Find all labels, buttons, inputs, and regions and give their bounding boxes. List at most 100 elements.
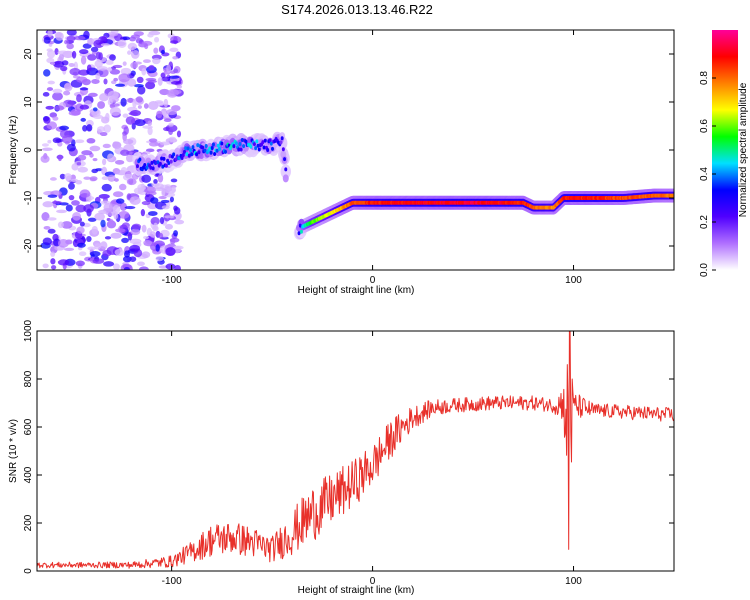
trace-segment xyxy=(262,145,266,150)
noise-blob xyxy=(127,78,137,87)
trace-segment xyxy=(238,141,242,146)
noise-blob xyxy=(153,178,158,184)
noise-blob xyxy=(147,104,156,109)
noise-blob xyxy=(69,68,81,76)
noise-blob xyxy=(143,239,153,246)
noise-blob xyxy=(148,138,158,143)
trace-segment xyxy=(161,164,165,169)
trace-segment xyxy=(190,152,194,157)
noise-blob xyxy=(40,155,50,163)
noise-blob xyxy=(109,103,120,107)
noise-blob xyxy=(125,116,136,125)
noise-blob xyxy=(127,42,137,51)
noise-blob xyxy=(101,158,107,166)
noise-blob xyxy=(161,205,170,210)
noise-blob xyxy=(101,183,112,192)
noise-blob xyxy=(94,60,103,68)
noise-blob xyxy=(61,134,73,144)
noise-blob xyxy=(160,49,166,55)
noise-blob xyxy=(75,204,86,213)
noise-blob xyxy=(123,267,130,270)
noise-blob xyxy=(144,186,157,194)
trace-segment xyxy=(150,160,154,165)
noise-blob xyxy=(68,182,75,190)
noise-blob xyxy=(153,47,159,54)
colorbar-tick-label: 0.6 xyxy=(699,119,710,133)
noise-blob xyxy=(95,72,101,81)
colorbar-tick-label: 0.4 xyxy=(699,167,710,181)
noise-blob xyxy=(50,265,57,270)
noise-blob xyxy=(72,212,82,221)
noise-blob xyxy=(103,78,108,85)
noise-blob xyxy=(159,88,170,96)
noise-blob xyxy=(120,166,128,173)
noise-blob xyxy=(168,75,180,79)
spectrogram-x-tick-label: 0 xyxy=(370,275,376,286)
trace-segment xyxy=(284,167,288,172)
noise-blob xyxy=(66,30,77,36)
noise-blob xyxy=(169,196,174,203)
noise-blob xyxy=(137,183,147,191)
noise-blob xyxy=(110,66,116,70)
noise-blob xyxy=(71,178,79,183)
noise-blob xyxy=(43,116,51,124)
noise-blob xyxy=(101,176,109,181)
noise-blob xyxy=(118,210,130,219)
noise-blob xyxy=(140,209,146,217)
noise-blob xyxy=(120,149,130,156)
noise-blob xyxy=(103,124,112,133)
noise-blob xyxy=(78,251,87,257)
noise-blob xyxy=(170,178,178,183)
noise-blob xyxy=(173,230,178,237)
noise-blob xyxy=(54,48,59,55)
noise-blob xyxy=(68,110,81,116)
noise-blob xyxy=(170,80,182,85)
noise-blob xyxy=(123,126,129,135)
noise-blob xyxy=(99,93,109,102)
noise-blob xyxy=(47,139,52,144)
spectrogram-x-tick-label: 100 xyxy=(565,275,582,286)
noise-blob xyxy=(143,59,151,64)
noise-blob xyxy=(88,92,98,98)
noise-blob xyxy=(109,106,121,116)
spectrogram-y-tick-label: 0 xyxy=(23,147,34,153)
noise-blob xyxy=(169,47,179,53)
noise-blob xyxy=(169,70,177,74)
snr-series-line xyxy=(37,331,674,569)
noise-blob xyxy=(107,153,114,162)
trace-segment xyxy=(191,145,195,150)
trace-segment xyxy=(234,141,238,146)
spectrogram-x-axis-label: Height of straight line (km) xyxy=(298,285,415,296)
noise-blob xyxy=(64,173,72,181)
trace-segment xyxy=(215,148,219,153)
colorbar-ticks: 0.0 0.2 0.4 0.6 0.8 xyxy=(699,71,716,277)
noise-blob xyxy=(61,60,69,66)
trace-segment xyxy=(164,163,168,168)
noise-blob xyxy=(55,138,64,143)
trace-segment xyxy=(252,142,256,147)
noise-blob xyxy=(52,88,63,94)
noise-blob xyxy=(79,87,89,91)
noise-blob xyxy=(46,49,56,59)
noise-blob xyxy=(57,154,63,162)
noise-blob xyxy=(120,67,132,76)
snr-x-tick-label: 0 xyxy=(370,576,376,587)
noise-blob xyxy=(122,113,129,118)
trace-segment xyxy=(279,132,286,141)
noise-blob xyxy=(52,92,63,101)
noise-blob xyxy=(112,204,121,214)
noise-blob xyxy=(76,76,88,83)
noise-blob xyxy=(131,50,140,59)
noise-blob xyxy=(118,183,127,191)
noise-blob xyxy=(150,217,160,226)
trace-segment xyxy=(269,141,273,146)
noise-blob xyxy=(114,178,119,182)
spectrogram-y-tick-label: -10 xyxy=(23,190,34,205)
snr-y-tick-label: 1000 xyxy=(23,319,34,342)
noise-blob xyxy=(163,118,172,122)
noise-blob xyxy=(113,263,120,270)
noise-blob xyxy=(107,67,113,72)
noise-blob xyxy=(50,61,56,66)
noise-blob xyxy=(42,237,52,246)
noise-blob xyxy=(166,64,172,74)
